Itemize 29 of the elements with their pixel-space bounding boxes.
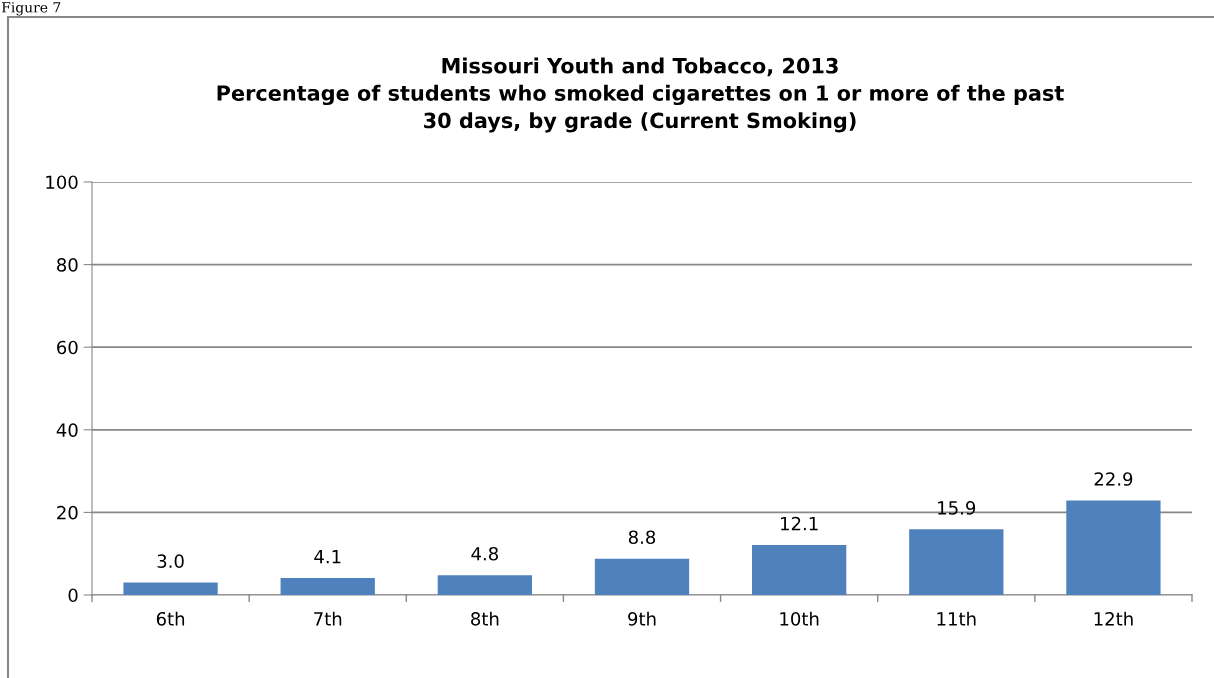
- x-tick-label: 7th: [314, 611, 342, 626]
- x-tick-label: 11th: [937, 611, 976, 626]
- y-tick-label: 100: [46, 175, 78, 190]
- bar: [594, 558, 690, 595]
- data-label: 15.9: [938, 501, 976, 515]
- data-label: 22.9: [1094, 472, 1133, 486]
- data-label: 4.8: [471, 546, 498, 561]
- y-tick-label: 60: [57, 340, 78, 355]
- bar: [1066, 500, 1161, 595]
- y-tick-label: 0: [68, 588, 78, 603]
- chart-title: Missouri Youth and Tobacco, 2013 Percentage of students who smoked cigarettes on 1 or more of the past 30 days, by grade (Current Smoking): [217, 57, 1064, 133]
- caption: Figure 7: [1, 2, 61, 16]
- x-tick-label: 10th: [780, 611, 819, 626]
- y-tick-label: 40: [56, 423, 78, 437]
- bar: [280, 578, 375, 595]
- y-tick-label: 20: [57, 505, 78, 520]
- bar: [123, 582, 218, 595]
- data-label: 12.1: [781, 516, 818, 531]
- bar: [752, 545, 847, 595]
- x-tick-label: 12th: [1094, 611, 1133, 626]
- bar: [437, 575, 532, 595]
- x-tick-label: 6th: [156, 611, 185, 626]
- y-tick-label: 80: [57, 258, 78, 272]
- data-label: 8.8: [628, 530, 656, 545]
- x-tick-label: 9th: [628, 611, 656, 626]
- data-label: 4.1: [314, 550, 341, 564]
- data-label: 3.0: [157, 554, 184, 568]
- x-tick-label: 8th: [471, 611, 499, 626]
- bar: [909, 529, 1004, 595]
